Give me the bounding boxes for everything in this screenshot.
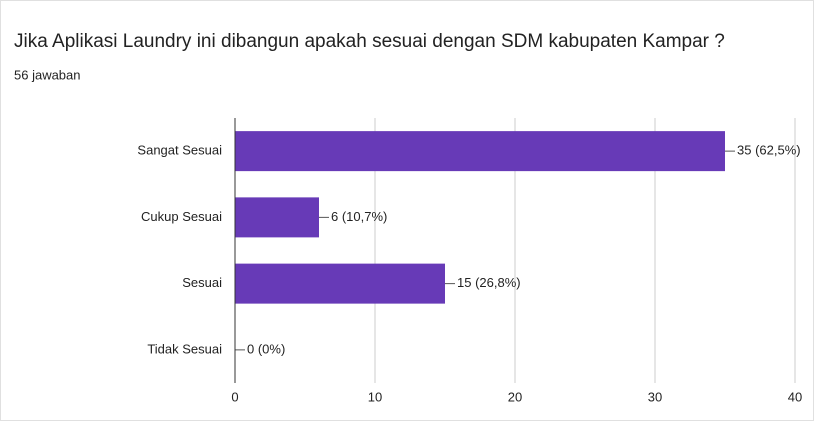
bar	[235, 131, 725, 172]
data-label: 6 (10,7%)	[331, 209, 387, 224]
data-label: 15 (26,8%)	[457, 275, 521, 290]
bar	[235, 197, 319, 238]
y-tick-label: Cukup Sesuai	[141, 209, 222, 224]
data-label: 0 (0%)	[247, 341, 285, 356]
y-tick-label: Sesuai	[182, 275, 222, 290]
x-tick-label: 0	[231, 389, 238, 404]
x-tick-label: 20	[508, 389, 522, 404]
x-tick-label: 40	[788, 389, 802, 404]
x-tick-label: 10	[368, 389, 382, 404]
data-label: 35 (62,5%)	[737, 143, 801, 158]
chart-subtitle: 56 jawaban	[14, 67, 81, 82]
chart-title: Jika Aplikasi Laundry ini dibangun apaka…	[14, 31, 725, 52]
bar	[235, 263, 445, 304]
y-tick-label: Sangat Sesuai	[137, 143, 222, 158]
x-tick-label: 30	[648, 389, 662, 404]
y-tick-label: Tidak Sesuai	[147, 341, 222, 356]
